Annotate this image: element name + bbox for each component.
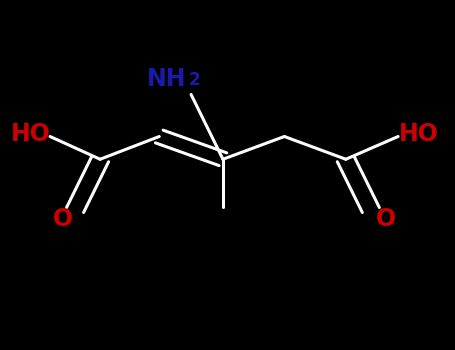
Text: O: O xyxy=(53,207,73,231)
Text: O: O xyxy=(376,207,396,231)
Text: NH: NH xyxy=(147,67,187,91)
Text: HO: HO xyxy=(399,122,439,146)
Text: HO: HO xyxy=(11,122,51,146)
Text: 2: 2 xyxy=(188,71,200,89)
